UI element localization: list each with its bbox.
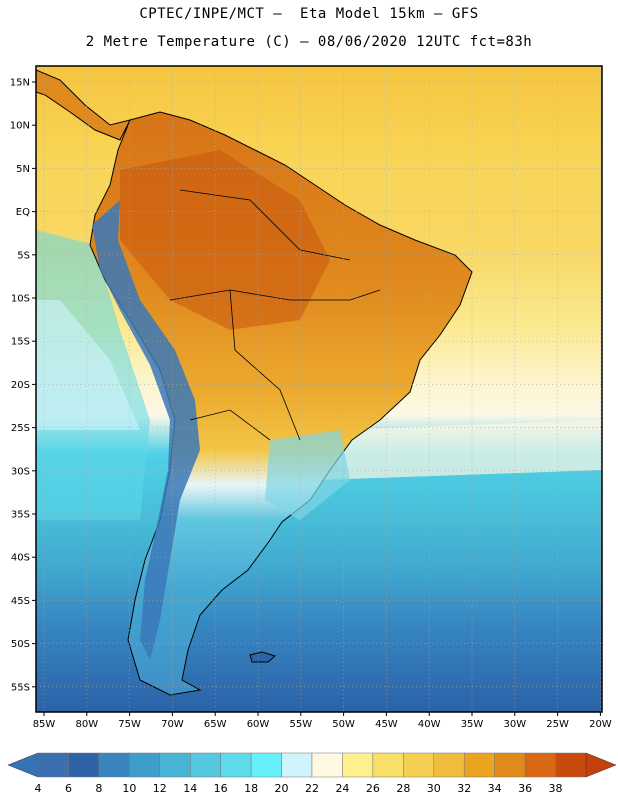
map-title-line-2: 2 Metre Temperature (C) – 08/06/2020 12U… [85,34,533,50]
colorbar-swatch [463,752,495,778]
axis-ticks: 85W 80W 75W 70W 65W 60W 55W 50W 45W 40W 35W 30W 25W 2… [10,78,612,731]
lat-tick-label: 10N [10,121,30,132]
lon-tick-label: 80W [75,719,98,730]
lon-tick-label: 50W [332,719,355,730]
colorbar-label: 4 [35,782,42,795]
lat-tick-label: 20S [11,380,30,391]
colorbar-label: 22 [305,782,319,795]
lon-tick-label: 85W [33,719,56,730]
lon-tick-label: 45W [375,719,398,730]
lat-tick-label: 45S [11,596,30,607]
lat-tick-label: 5N [16,164,30,175]
lon-tick-label: 60W [247,719,270,730]
map-title-line-1: CPTEC/INPE/MCT – Eta Model 15km – GFS [139,6,479,22]
colorbar-swatch [159,752,191,778]
map-frame [35,65,603,713]
lat-tick-label: 50S [11,639,30,650]
colorbar-label: 6 [65,782,72,795]
lat-tick-label: 10S [11,294,30,305]
colorbar-swatch [189,752,221,778]
colorbar-label: 34 [488,782,502,795]
lon-tick-label: 70W [161,719,184,730]
colorbar-swatch [311,752,343,778]
colorbar: 4 6 8 10 12 14 16 18 20 22 24 26 28 30 32 34 36 38 [7,752,617,795]
colorbar-swatch [37,752,69,778]
colorbar-swatch [68,752,100,778]
colorbar-swatch [98,752,130,778]
lat-tick-label: 15S [11,337,30,348]
colorbar-low-arrow [7,752,39,778]
colorbar-swatch [494,752,526,778]
lon-tick-label: 65W [204,719,227,730]
colorbar-label: 32 [457,782,471,795]
lat-tick-label: EQ [16,207,30,218]
lat-tick-label: 55S [11,682,30,693]
colorbar-label: 8 [95,782,102,795]
colorbar-swatch [433,752,465,778]
colorbar-swatch [250,752,282,778]
lon-tick-label: 75W [118,719,141,730]
colorbar-label: 30 [427,782,441,795]
colorbar-swatch [403,752,435,778]
colorbar-label: 10 [122,782,136,795]
colorbar-label: 20 [275,782,289,795]
lat-tick-label: 35S [11,510,30,521]
colorbar-label: 36 [518,782,532,795]
lon-tick-label: 40W [418,719,441,730]
lat-tick-label: 25S [11,423,30,434]
lon-tick-label: 35W [461,719,484,730]
colorbar-swatch [281,752,313,778]
map-area [36,66,602,712]
colorbar-label: 12 [153,782,167,795]
lat-tick-label: 5S [17,250,30,261]
colorbar-swatch [129,752,161,778]
colorbar-swatch [555,752,587,778]
colorbar-label: 18 [244,782,258,795]
lat-tick-label: 15N [10,78,30,89]
colorbar-label: 24 [335,782,349,795]
colorbar-swatch [220,752,252,778]
colorbar-label: 26 [366,782,380,795]
lat-tick-label: 30S [11,466,30,477]
lat-tick-label: 40S [11,553,30,564]
colorbar-swatch [372,752,404,778]
colorbar-label: 14 [183,782,197,795]
lon-tick-label: 30W [503,719,526,730]
colorbar-label: 28 [396,782,410,795]
colorbar-high-arrow [585,752,617,778]
lon-tick-label: 25W [546,719,569,730]
colorbar-label: 38 [549,782,563,795]
lon-tick-label: 20W [589,719,612,730]
colorbar-swatch [524,752,556,778]
colorbar-label: 16 [214,782,228,795]
lon-tick-label: 55W [289,719,312,730]
colorbar-swatch [342,752,374,778]
